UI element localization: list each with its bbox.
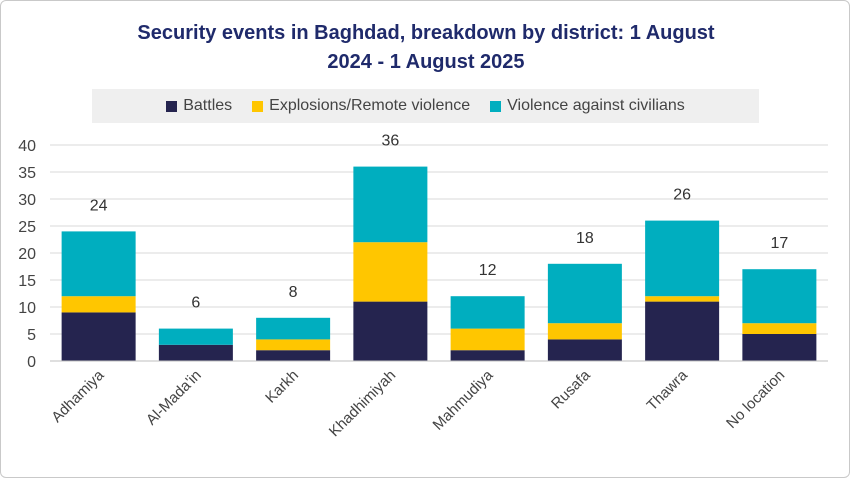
bar-segment (353, 301, 428, 361)
x-category-label: Karkh (262, 367, 302, 407)
chart-title-line-1: Security events in Baghdad, breakdown by… (137, 22, 715, 44)
legend-item-violence-civilians: Violence against civilians (490, 97, 685, 115)
legend-label-explosions: Explosions/Remote violence (269, 97, 471, 114)
y-tick-label: 30 (18, 192, 36, 209)
bar-segment (158, 328, 233, 345)
total-label: 24 (90, 197, 108, 214)
x-category-label: Mahmudiya (430, 366, 497, 433)
bar-segment (353, 242, 428, 302)
bar-segment (450, 328, 525, 351)
y-tick-label: 0 (27, 354, 36, 371)
legend-swatch-battles (166, 100, 178, 112)
bar-segment (353, 166, 428, 243)
bar-segment (256, 350, 331, 361)
total-label: 36 (381, 133, 399, 150)
x-category-label: Thawra (644, 366, 692, 414)
y-tick-label: 15 (18, 273, 36, 290)
y-tick-label: 20 (18, 246, 36, 263)
chart-title-line-2: 2024 - 1 August 2025 (327, 51, 525, 73)
total-label: 17 (770, 235, 788, 252)
bar-segment (547, 323, 622, 340)
y-tick-label: 5 (27, 327, 36, 344)
bar-segment (256, 339, 331, 351)
total-label: 6 (191, 295, 200, 312)
bar-segment (742, 334, 817, 361)
bar-segment (645, 301, 720, 361)
total-label: 8 (289, 284, 298, 301)
x-category-label: Al-Mada'in (143, 367, 205, 429)
bar-segment (450, 296, 525, 329)
bar-segment (61, 231, 136, 297)
bar-segment (547, 263, 622, 324)
x-category-label: Khadhimiyah (326, 367, 399, 440)
chart-title: Security events in Baghdad, breakdown by… (1, 19, 850, 77)
bar-segment (645, 296, 720, 302)
total-label: 18 (576, 230, 594, 247)
bar-segment (158, 344, 233, 361)
legend-item-explosions: Explosions/Remote violence (252, 97, 470, 115)
x-category-label: Adhamiya (48, 366, 108, 426)
y-tick-label: 35 (18, 165, 36, 182)
legend-item-battles: Battles (166, 97, 232, 115)
bar-segment (450, 350, 525, 361)
legend-label-battles: Battles (183, 97, 233, 114)
bar-segment (61, 312, 136, 361)
x-category-label: No location (723, 367, 788, 432)
legend-swatch-violence-civilians (490, 100, 502, 112)
chart-legend: Battles Explosions/Remote violence Viole… (92, 89, 759, 123)
y-tick-label: 40 (18, 138, 36, 155)
total-label: 26 (673, 187, 691, 204)
bar-segment (61, 296, 136, 313)
bar-segment (256, 317, 331, 340)
y-tick-label: 25 (18, 219, 36, 236)
legend-label-violence-civilians: Violence against civilians (507, 97, 685, 114)
x-category-label: Rusafa (548, 366, 594, 412)
y-tick-label: 10 (18, 300, 36, 317)
total-label: 12 (479, 262, 497, 279)
bar-segment (742, 269, 817, 324)
bar-segment (742, 323, 817, 334)
legend-swatch-explosions (252, 100, 264, 112)
bar-segment (645, 220, 720, 297)
bar-segment (547, 339, 622, 361)
